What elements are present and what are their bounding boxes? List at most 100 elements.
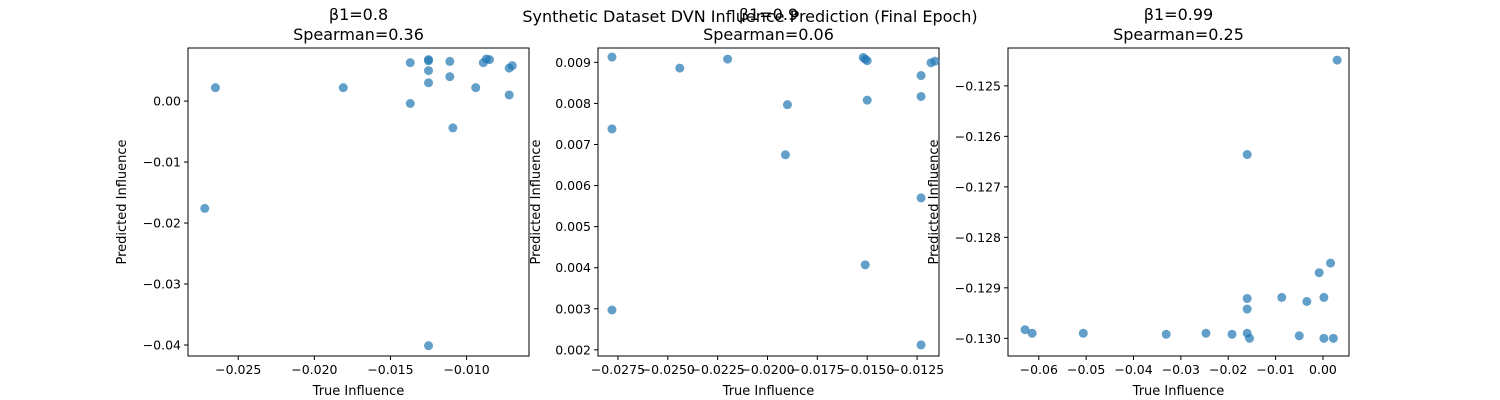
subplot-beta-0.9: β1=0.9 Spearman=0.06 −0.0275−0.0250−0.02… <box>529 5 944 399</box>
data-point <box>338 83 348 93</box>
data-point <box>1242 304 1252 314</box>
x-tick-label: −0.04 <box>1114 362 1152 377</box>
subplot-title-line2: Spearman=0.06 <box>703 25 834 44</box>
y-axis-label: Predicted Influence <box>529 139 544 264</box>
y-tick-label: 0.008 <box>555 96 591 111</box>
y-tick-label: −0.04 <box>143 338 181 353</box>
y-tick-label: −0.126 <box>955 129 1001 144</box>
x-tick-label: −0.06 <box>1020 362 1058 377</box>
data-point <box>862 56 872 66</box>
data-point <box>445 72 455 82</box>
data-point <box>1020 325 1030 335</box>
data-point <box>1314 268 1324 278</box>
data-point <box>448 123 458 133</box>
data-point <box>862 95 872 105</box>
y-axis: −0.130 −0.129 −0.128 −0.127 −0.126 −0.125 <box>955 78 1008 346</box>
subplot-title-line1: β1=0.8 <box>329 5 388 24</box>
data-point <box>1319 292 1329 302</box>
y-axis: −0.04 −0.03 −0.02 −0.01 0.00 <box>143 94 188 353</box>
data-point <box>723 54 733 64</box>
subplot-beta-0.99: β1=0.99 Spearman=0.25 −0.06 −0.05 −0.04 −0.… <box>927 5 1350 399</box>
data-point <box>1277 292 1287 302</box>
x-tick-label: −0.010 <box>443 362 489 377</box>
data-point <box>1294 331 1304 341</box>
y-tick-label: −0.128 <box>955 230 1001 245</box>
data-point <box>424 66 434 76</box>
y-tick-label: −0.125 <box>955 78 1001 93</box>
data-point <box>445 56 455 66</box>
data-point <box>1227 329 1237 339</box>
x-axis-label: True Influence <box>1132 384 1225 399</box>
x-tick-label: −0.0150 <box>840 362 894 377</box>
x-tick-label: −0.0125 <box>890 362 944 377</box>
y-tick-label: −0.01 <box>143 155 181 170</box>
data-point <box>424 56 434 66</box>
x-tick-label: −0.05 <box>1067 362 1105 377</box>
y-tick-label: 0.002 <box>555 342 591 357</box>
x-tick-label: −0.03 <box>1162 362 1200 377</box>
y-tick-label: 0.007 <box>555 137 591 152</box>
data-point <box>916 193 926 203</box>
y-tick-label: −0.03 <box>143 277 181 292</box>
y-tick-label: −0.129 <box>955 280 1001 295</box>
x-tick-label: −0.02 <box>1209 362 1247 377</box>
data-point <box>1161 329 1171 339</box>
x-tick-label: −0.020 <box>291 362 337 377</box>
data-point <box>607 124 617 134</box>
data-point <box>1319 333 1329 343</box>
scatter-points <box>1020 55 1342 343</box>
y-tick-label: −0.02 <box>143 216 181 231</box>
subplot-title-line2: Spearman=0.36 <box>293 25 424 44</box>
y-tick-label: 0.003 <box>555 301 591 316</box>
data-point <box>607 305 617 315</box>
data-point <box>1302 296 1312 306</box>
x-axis-label: True Influence <box>722 384 815 399</box>
y-tick-label: 0.009 <box>555 55 591 70</box>
y-tick-label: −0.127 <box>955 179 1001 194</box>
scatter-points <box>607 52 940 350</box>
data-point <box>782 100 792 110</box>
scatter-points <box>200 54 517 351</box>
y-tick-label: 0.004 <box>555 260 591 275</box>
x-axis: −0.06 −0.05 −0.04 −0.03 −0.02 −0.01 0.00 <box>1020 356 1337 377</box>
data-point <box>860 260 870 270</box>
data-point <box>1201 328 1211 338</box>
data-point <box>507 61 517 71</box>
figure-suptitle: Synthetic Dataset DVN Influence Predicti… <box>522 7 977 26</box>
plot-area <box>187 47 530 357</box>
data-point <box>405 58 415 68</box>
subplot-title-line1: β1=0.99 <box>1144 5 1213 24</box>
x-axis-label: True Influence <box>312 384 405 399</box>
data-point <box>780 150 790 160</box>
data-point <box>1242 150 1252 160</box>
data-point <box>1332 55 1342 65</box>
subplot-beta-0.8: β1=0.8 Spearman=0.36 −0.025 −0.020 −0.015−… <box>115 5 530 399</box>
data-point <box>405 99 415 109</box>
y-axis-label: Predicted Influence <box>115 139 130 264</box>
y-tick-label: −0.130 <box>955 331 1001 346</box>
data-point <box>1027 328 1037 338</box>
plot-area <box>597 47 940 357</box>
x-tick-label: −0.0200 <box>740 362 794 377</box>
x-tick-label: −0.0275 <box>591 362 645 377</box>
data-point <box>1242 293 1252 303</box>
x-axis: −0.025 −0.020 −0.015 −0.010 <box>215 356 490 377</box>
data-point <box>1326 258 1336 268</box>
data-point <box>200 203 210 213</box>
x-tick-label: −0.01 <box>1256 362 1294 377</box>
y-axis-label: Predicted Influence <box>927 139 942 264</box>
y-tick-label: 0.005 <box>555 219 591 234</box>
data-point <box>1328 333 1338 343</box>
data-point <box>504 90 514 100</box>
y-axis: 0.002 0.003 0.004 0.005 0.006 0.007 0.008 0.009 <box>555 55 598 357</box>
subplot-title-line2: Spearman=0.25 <box>1113 25 1244 44</box>
x-tick-label: −0.0250 <box>641 362 695 377</box>
x-tick-label: 0.00 <box>1309 362 1337 377</box>
y-tick-label: 0.006 <box>555 178 591 193</box>
data-point <box>424 78 434 88</box>
x-tick-label: −0.015 <box>367 362 413 377</box>
x-tick-label: −0.0175 <box>790 362 844 377</box>
x-tick-label: −0.0225 <box>691 362 745 377</box>
data-point <box>916 340 926 350</box>
